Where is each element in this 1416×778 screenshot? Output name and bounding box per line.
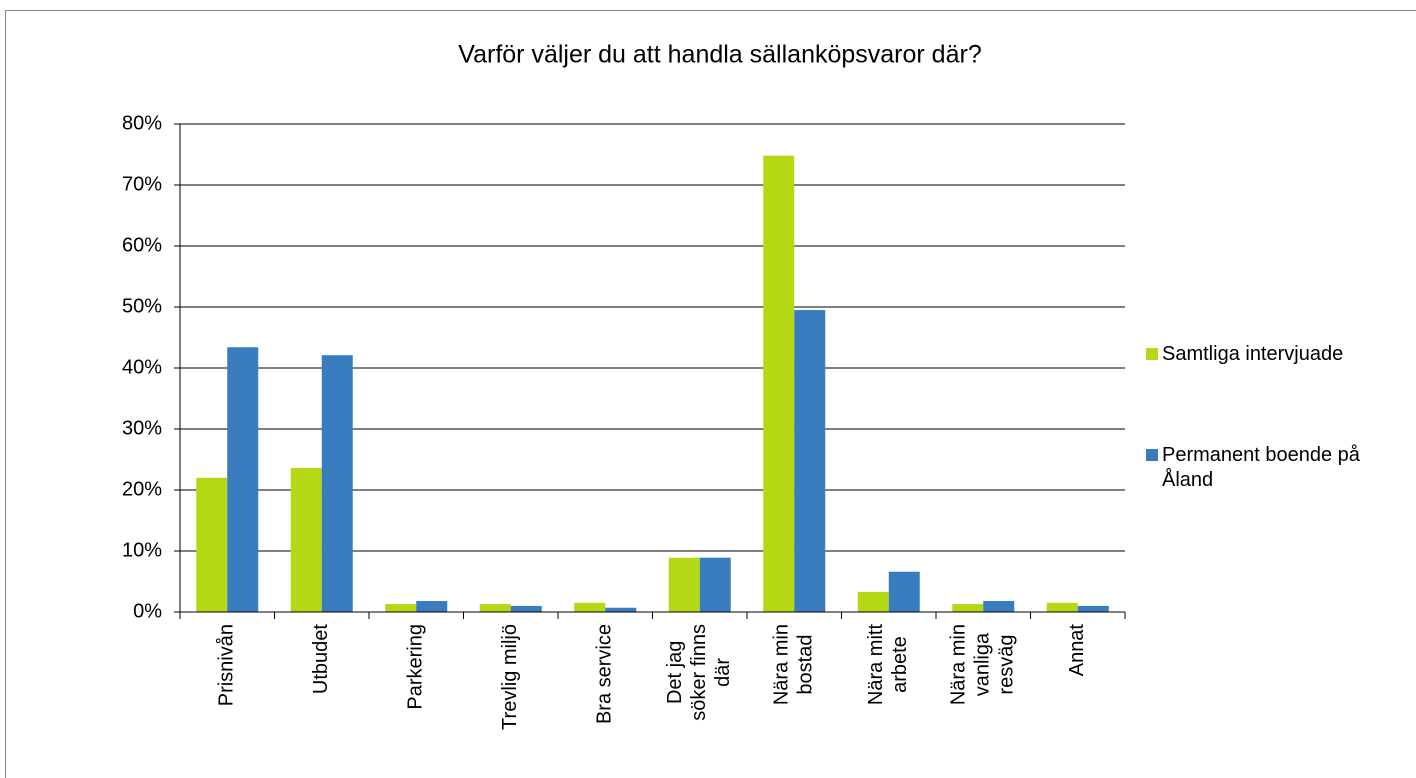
bar bbox=[510, 605, 542, 612]
bar bbox=[605, 607, 637, 612]
y-tick-label: 20% bbox=[122, 478, 162, 500]
bar bbox=[416, 601, 448, 612]
bar bbox=[794, 310, 826, 612]
legend-label: Samtliga intervjuade bbox=[1162, 343, 1344, 365]
x-tick-label: resväg bbox=[996, 635, 1018, 695]
legend-label: Permanent boende på Åland bbox=[1162, 444, 1360, 491]
bar bbox=[699, 557, 731, 612]
y-tick-label: 80% bbox=[122, 112, 162, 134]
bar bbox=[763, 155, 795, 612]
y-tick-label: 40% bbox=[122, 356, 162, 378]
y-tick-label: 50% bbox=[122, 295, 162, 317]
bar bbox=[1046, 602, 1078, 612]
x-tick-label: bostad bbox=[795, 635, 817, 695]
bar bbox=[888, 571, 920, 612]
bar bbox=[479, 604, 511, 612]
y-tick-label: 30% bbox=[122, 417, 162, 439]
bar bbox=[196, 477, 228, 612]
x-tick-label: Prisnivån bbox=[216, 624, 238, 706]
bar bbox=[857, 591, 889, 612]
x-tick-label: arbete bbox=[889, 636, 911, 693]
y-tick-label: 10% bbox=[122, 539, 162, 561]
x-tick-label: Bra service bbox=[594, 624, 616, 724]
bar bbox=[668, 557, 700, 612]
y-tick-label: 70% bbox=[122, 173, 162, 195]
legend-swatch bbox=[1146, 449, 1158, 461]
bar bbox=[321, 355, 353, 612]
x-tick-label: Nära min bbox=[771, 624, 793, 705]
y-tick-label: 60% bbox=[122, 234, 162, 256]
x-tick-label: Trevlig miljö bbox=[499, 624, 521, 730]
x-tick-label: Nära mitt bbox=[865, 624, 887, 706]
chart-title: Varför väljer du att handla sällanköpsva… bbox=[458, 41, 981, 69]
bar bbox=[1077, 605, 1109, 612]
x-tick-label: Annat bbox=[1066, 624, 1088, 677]
x-tick-label: Nära min bbox=[948, 624, 970, 705]
y-tick-label: 0% bbox=[133, 600, 162, 622]
bar bbox=[983, 601, 1015, 612]
x-tick-label: Det jag bbox=[664, 641, 686, 704]
bar bbox=[385, 604, 417, 612]
x-tick-label: vanliga bbox=[972, 632, 994, 696]
chart-border bbox=[5, 10, 1416, 778]
bar bbox=[574, 602, 606, 612]
x-tick-label: där bbox=[712, 658, 734, 687]
x-tick-label: Utbudet bbox=[310, 624, 332, 694]
legend-swatch bbox=[1146, 348, 1158, 360]
x-tick-label: Parkering bbox=[405, 624, 427, 710]
x-tick-label: söker finns bbox=[688, 624, 710, 721]
bar bbox=[227, 347, 259, 612]
bar bbox=[952, 604, 984, 612]
bar bbox=[290, 468, 322, 612]
